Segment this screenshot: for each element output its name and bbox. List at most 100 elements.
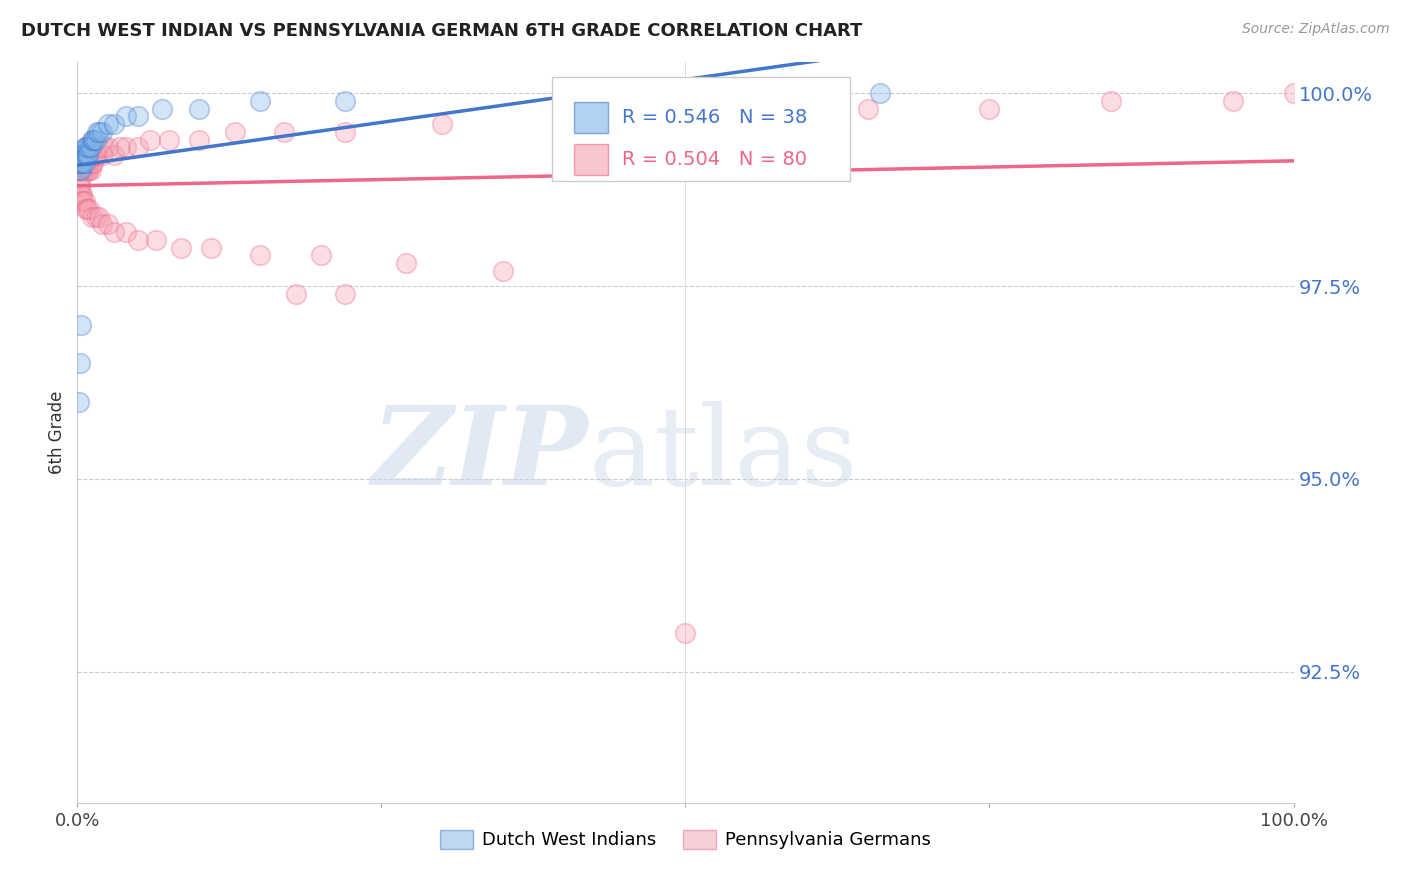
Point xyxy=(70,148,93,162)
Point xyxy=(115,140,138,154)
Point xyxy=(76,202,98,216)
Point xyxy=(72,148,94,162)
Point xyxy=(127,140,149,154)
Text: atlas: atlas xyxy=(588,401,858,508)
Point xyxy=(86,148,108,162)
Point xyxy=(70,148,93,162)
Point xyxy=(224,125,246,139)
Point xyxy=(1282,87,1305,101)
Point xyxy=(333,286,356,301)
Point xyxy=(72,163,94,178)
Point xyxy=(80,155,103,169)
Point xyxy=(67,394,90,409)
Text: DUTCH WEST INDIAN VS PENNSYLVANIA GERMAN 6TH GRADE CORRELATION CHART: DUTCH WEST INDIAN VS PENNSYLVANIA GERMAN… xyxy=(21,22,862,40)
Point xyxy=(73,155,96,169)
Point xyxy=(157,132,180,146)
Point xyxy=(70,148,93,162)
Point xyxy=(67,178,90,193)
Point xyxy=(979,102,1001,116)
Point xyxy=(75,148,97,162)
Point xyxy=(188,102,211,116)
Point xyxy=(75,140,97,154)
FancyBboxPatch shape xyxy=(551,78,849,181)
Point xyxy=(70,163,93,178)
Point xyxy=(395,256,418,270)
Point xyxy=(79,202,101,216)
Point xyxy=(70,163,93,178)
Point xyxy=(97,218,120,232)
Point xyxy=(69,155,91,169)
Text: Source: ZipAtlas.com: Source: ZipAtlas.com xyxy=(1241,22,1389,37)
Point xyxy=(139,132,162,146)
Point xyxy=(73,155,96,169)
FancyBboxPatch shape xyxy=(574,145,607,176)
Point xyxy=(97,117,120,131)
FancyBboxPatch shape xyxy=(574,102,607,133)
Point xyxy=(72,155,94,169)
Point xyxy=(309,248,332,262)
Point xyxy=(69,356,91,370)
Point xyxy=(80,132,103,146)
Point xyxy=(79,155,101,169)
Point xyxy=(83,148,105,162)
Point xyxy=(73,140,96,154)
Point xyxy=(77,148,100,162)
Point xyxy=(333,125,356,139)
Point xyxy=(70,318,93,332)
Point xyxy=(79,163,101,178)
Point xyxy=(170,240,193,254)
Point xyxy=(1099,94,1122,108)
Point xyxy=(70,186,93,201)
Point xyxy=(492,263,515,277)
Point xyxy=(333,94,356,108)
Point xyxy=(188,132,211,146)
Point xyxy=(249,94,271,108)
Legend: Dutch West Indians, Pennsylvania Germans: Dutch West Indians, Pennsylvania Germans xyxy=(433,823,938,856)
Point xyxy=(82,155,104,169)
Point xyxy=(69,163,91,178)
Point xyxy=(77,163,100,178)
Point xyxy=(79,140,101,154)
Point xyxy=(72,148,94,162)
Point xyxy=(97,140,120,154)
Point xyxy=(86,125,108,139)
Point xyxy=(67,163,90,178)
Point xyxy=(115,110,138,124)
Point xyxy=(72,155,94,169)
Point xyxy=(273,125,295,139)
Point xyxy=(90,148,112,162)
Point xyxy=(553,110,575,124)
Point xyxy=(75,155,97,169)
Point xyxy=(69,178,91,193)
Point xyxy=(84,148,107,162)
Point xyxy=(103,225,125,239)
Point xyxy=(115,225,138,239)
Point xyxy=(108,140,131,154)
Point xyxy=(82,132,104,146)
Point xyxy=(83,132,105,146)
Point xyxy=(103,148,125,162)
Point xyxy=(80,163,103,178)
Point xyxy=(285,286,308,301)
Point xyxy=(75,202,97,216)
Point xyxy=(249,248,271,262)
Text: R = 0.504   N = 80: R = 0.504 N = 80 xyxy=(623,151,807,169)
Point xyxy=(103,117,125,131)
Point xyxy=(70,148,93,162)
Point xyxy=(67,163,90,178)
Point xyxy=(70,155,93,169)
Point xyxy=(735,110,758,124)
Point xyxy=(89,140,111,154)
Point xyxy=(70,186,93,201)
Point xyxy=(1222,94,1244,108)
Point xyxy=(90,218,112,232)
Point xyxy=(89,210,111,224)
Point xyxy=(73,194,96,209)
Text: ZIP: ZIP xyxy=(371,401,588,508)
Text: R = 0.546   N = 38: R = 0.546 N = 38 xyxy=(623,108,807,127)
Point xyxy=(75,163,97,178)
Point xyxy=(127,110,149,124)
Point xyxy=(76,163,98,178)
Point xyxy=(77,155,100,169)
Point xyxy=(70,163,93,178)
